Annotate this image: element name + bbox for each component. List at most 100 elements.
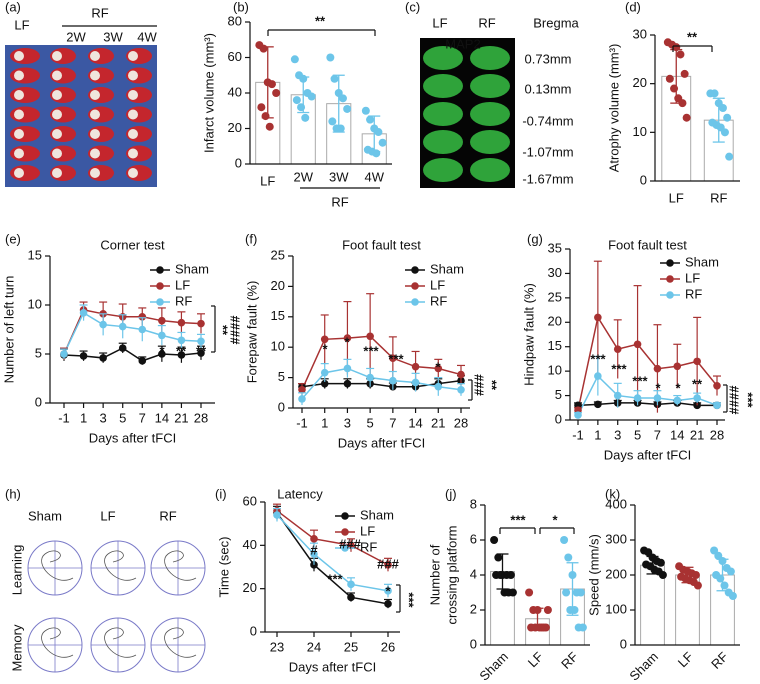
data-point xyxy=(539,623,548,632)
y-tick-label: 20 xyxy=(228,120,242,135)
y-tick-label: 10 xyxy=(28,296,42,311)
data-point xyxy=(366,115,375,124)
data-point xyxy=(693,357,701,366)
image-label: 0.73mm xyxy=(525,51,572,66)
y-tick-label: 40 xyxy=(228,84,242,99)
lesion xyxy=(52,90,62,100)
y-axis-label: Number of left turn xyxy=(1,276,16,384)
x-tick-label: 2W xyxy=(294,169,314,184)
significance-mark: *** xyxy=(402,592,417,608)
x-tick-label: 28 xyxy=(454,415,468,430)
y-tick-label: 5 xyxy=(278,369,285,384)
data-point xyxy=(725,152,734,161)
significance-mark: ### xyxy=(339,536,361,551)
legend-label: RF xyxy=(360,539,377,554)
data-point xyxy=(384,600,392,608)
y-axis-label: Hindpaw fault (%) xyxy=(521,283,536,386)
data-point xyxy=(506,571,515,579)
data-point xyxy=(197,337,205,346)
lesion xyxy=(52,70,62,81)
data-point xyxy=(158,316,166,325)
data-point xyxy=(347,593,355,602)
y-tick-label: 100 xyxy=(605,601,627,616)
data-point xyxy=(525,588,534,597)
data-point xyxy=(562,588,571,597)
data-point xyxy=(118,322,127,331)
data-point xyxy=(60,350,68,358)
y-axis-label: Time (sec) xyxy=(216,537,231,598)
significance-mark: # xyxy=(310,542,318,557)
data-point xyxy=(389,354,397,362)
image-label: -0.74mm xyxy=(522,113,573,128)
y-axis-label: Forepaw fault (%) xyxy=(244,281,259,384)
panel-label: (k) xyxy=(605,486,620,501)
x-tick-label: 3 xyxy=(100,410,107,425)
data-point xyxy=(723,113,732,122)
lesion xyxy=(90,129,100,139)
data-point xyxy=(310,535,318,543)
data-point xyxy=(347,541,355,550)
brain-slice xyxy=(423,46,463,70)
legend-marker xyxy=(411,266,419,274)
data-point xyxy=(320,368,329,377)
data-point xyxy=(653,394,662,402)
legend-label: RF xyxy=(685,286,702,301)
x-tick-label: 3 xyxy=(344,415,351,430)
data-point xyxy=(633,394,642,402)
y-tick-label: 0 xyxy=(640,172,647,187)
significance-mark: * xyxy=(655,380,661,395)
data-point xyxy=(320,335,329,344)
data-point xyxy=(656,558,665,567)
lesion xyxy=(52,168,62,178)
data-point xyxy=(676,50,685,59)
y-tick-label: 0 xyxy=(35,394,42,409)
x-tick-label: 5 xyxy=(119,410,126,425)
significance-mark: *** xyxy=(327,571,343,586)
brain-slice xyxy=(470,46,510,70)
legend-label: Sham xyxy=(360,507,394,522)
data-point xyxy=(99,320,107,329)
significance-mark: * xyxy=(385,583,391,598)
y-tick-label: 6 xyxy=(470,531,477,546)
data-point xyxy=(384,587,392,595)
panel-label: (f) xyxy=(245,231,257,246)
legend-marker xyxy=(156,266,164,274)
lesion xyxy=(52,109,62,120)
x-tick-label: 1 xyxy=(594,427,601,442)
x-tick-label: -1 xyxy=(296,415,308,430)
panel-label: (d) xyxy=(625,0,641,14)
lesion xyxy=(90,148,100,159)
brain-slice xyxy=(470,102,510,126)
lesion xyxy=(128,168,138,178)
data-point xyxy=(177,351,186,359)
lesion xyxy=(14,129,24,139)
data-point xyxy=(343,379,352,388)
image-label: 4W xyxy=(137,29,157,44)
data-point xyxy=(99,354,107,362)
series-line xyxy=(301,367,462,400)
data-point xyxy=(434,382,443,391)
significance-mark: ** xyxy=(315,13,326,28)
legend-label: Sham xyxy=(430,261,464,276)
y-axis-label: Number of xyxy=(427,544,442,605)
data-point xyxy=(177,336,186,345)
data-point xyxy=(633,340,642,349)
lesion xyxy=(90,70,100,81)
lesion xyxy=(14,70,24,81)
lesion xyxy=(14,109,24,120)
legend-marker xyxy=(341,512,349,520)
data-point xyxy=(330,74,339,83)
data-point xyxy=(118,344,127,352)
x-tick-label: 25 xyxy=(344,639,358,654)
x-tick-label: Sham xyxy=(626,649,661,684)
y-axis-label: Speed (mm/s) xyxy=(586,534,601,616)
data-point xyxy=(310,550,318,558)
y-tick-label: 0 xyxy=(250,623,257,638)
significance-mark: ** xyxy=(485,380,500,391)
x-axis-label: Days after tFCI xyxy=(89,430,176,445)
lesion xyxy=(90,90,100,100)
data-point xyxy=(343,334,352,342)
y-tick-label: 30 xyxy=(548,265,562,280)
data-point xyxy=(411,362,420,371)
data-point xyxy=(728,592,737,600)
